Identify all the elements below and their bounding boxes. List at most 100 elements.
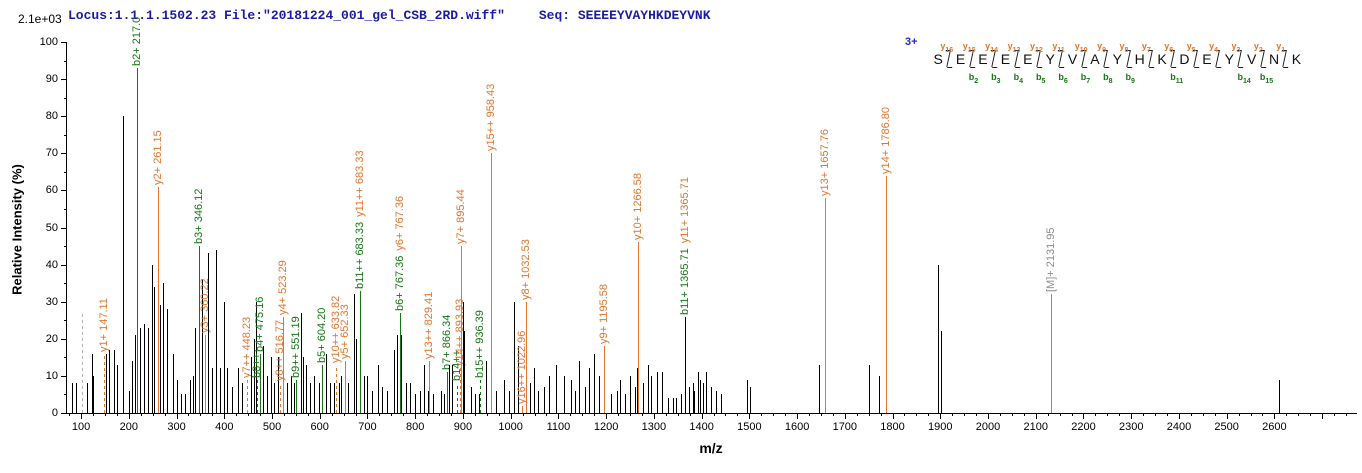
peak [478,394,480,413]
y-tick-label: 100 [39,36,58,48]
y-minor-tick [64,357,67,359]
x-minor-tick [236,413,238,416]
x-minor-tick [809,413,811,416]
peak [321,364,323,413]
y-ion-label: y7 [1141,41,1151,54]
peak-label-text: y8+ 1032.53 [520,238,533,300]
peak [868,364,870,413]
peak [824,197,826,413]
x-minor-tick [1310,413,1312,416]
x-minor-tick [439,413,441,416]
x-tick-label: 2200 [1071,421,1096,433]
peak [92,353,94,413]
spectrum-plot: 100 200 300 400 500 600 700 800 900 1000 1100 1200 1… [40,17,1357,433]
peak-label-text: b11+ 1365.71 [679,247,692,315]
x-major-tick [510,413,512,419]
x-tick-label: 1000 [498,421,523,433]
header: Locus:1.1.1.1502.23 File:"20181224_001_g… [68,8,711,23]
x-major-tick [940,413,942,419]
peak [280,383,282,413]
peak-label-text: y11+ 1365.71 [679,176,692,243]
y-ion-label: y1 [1276,41,1286,54]
peak [158,186,159,413]
x-minor-tick [1202,413,1204,416]
peak [470,387,472,413]
x-tick-label: 2600 [1262,421,1287,433]
peak [578,361,580,413]
x-minor-tick [594,413,596,416]
peak [399,312,401,413]
residue-letter: V [1067,51,1078,67]
peak [705,372,707,413]
peak-label: y13+ 1657.76 [819,129,832,196]
peak [341,375,343,413]
y-ion-label: y16 [940,41,954,54]
peak [548,375,550,413]
peak [1279,379,1281,413]
y-ion-label: y13 [1007,41,1021,54]
residue-letter: Y [1224,51,1234,67]
x-minor-tick [104,413,106,416]
peak [154,286,156,413]
x-minor-tick [1143,413,1145,416]
peak-label-text: y8++ 516.77 [274,320,287,382]
x-minor-tick [665,413,667,416]
peak [330,383,332,413]
peak-label: y7+ 895.44 [455,189,468,244]
y-ion-label: y9 [1097,41,1107,54]
peak-label: y3+ 360.22 [199,278,212,333]
peak-label: y8+ 1032.53 [520,239,533,300]
peak [201,279,203,413]
peak-label-text: y6+ 767.36 [393,195,406,251]
b-ion-label: b2 [968,72,979,85]
peak [427,390,429,413]
peak-label: [M]+ 2131.95 [1045,228,1058,293]
x-minor-tick [737,413,739,416]
y-ion-label: y14 [985,41,998,54]
peak-label-text: y5+ 652.33 [338,304,351,360]
b-ion-label: b5 [1035,72,1046,85]
x-minor-tick [641,413,643,416]
peak-label: b11++ 683.33 y11++ 683.33 [354,150,367,289]
peak [140,327,142,413]
x-tick-label: 2300 [1118,421,1144,433]
y-ion-label: y4 [1209,41,1218,54]
y-tick-label: 20 [45,332,58,345]
peak [490,153,492,413]
x-tick-label: 1100 [546,421,571,433]
x-minor-tick [1346,413,1348,416]
x-minor-tick [880,413,882,416]
x-tick-label: 1800 [880,421,905,433]
x-minor-tick [260,413,262,416]
peak [359,290,361,413]
x-minor-tick [856,413,858,416]
peak [543,387,545,413]
y-ion-label: y12 [1029,41,1043,54]
peak [192,375,194,413]
x-minor-tick [1155,413,1157,416]
x-major-tick [81,413,83,419]
peak [143,323,145,413]
peak [296,379,298,413]
peak [123,116,125,413]
b-ion-label: b6 [1058,72,1068,85]
x-tick-label: 1900 [928,421,953,433]
x-minor-tick [689,413,691,416]
residue-letter: S [933,51,943,67]
peak [93,375,95,413]
peak [620,379,622,413]
x-minor-tick [1286,413,1288,416]
peak [676,398,678,413]
peak [393,349,395,413]
y-tick-label: 50 [45,221,58,234]
peak-label: y4+ 523.29 [277,260,290,315]
peak [397,335,399,413]
peak-label-text: y14+ 1786.80 [880,106,893,174]
peak [406,383,408,413]
